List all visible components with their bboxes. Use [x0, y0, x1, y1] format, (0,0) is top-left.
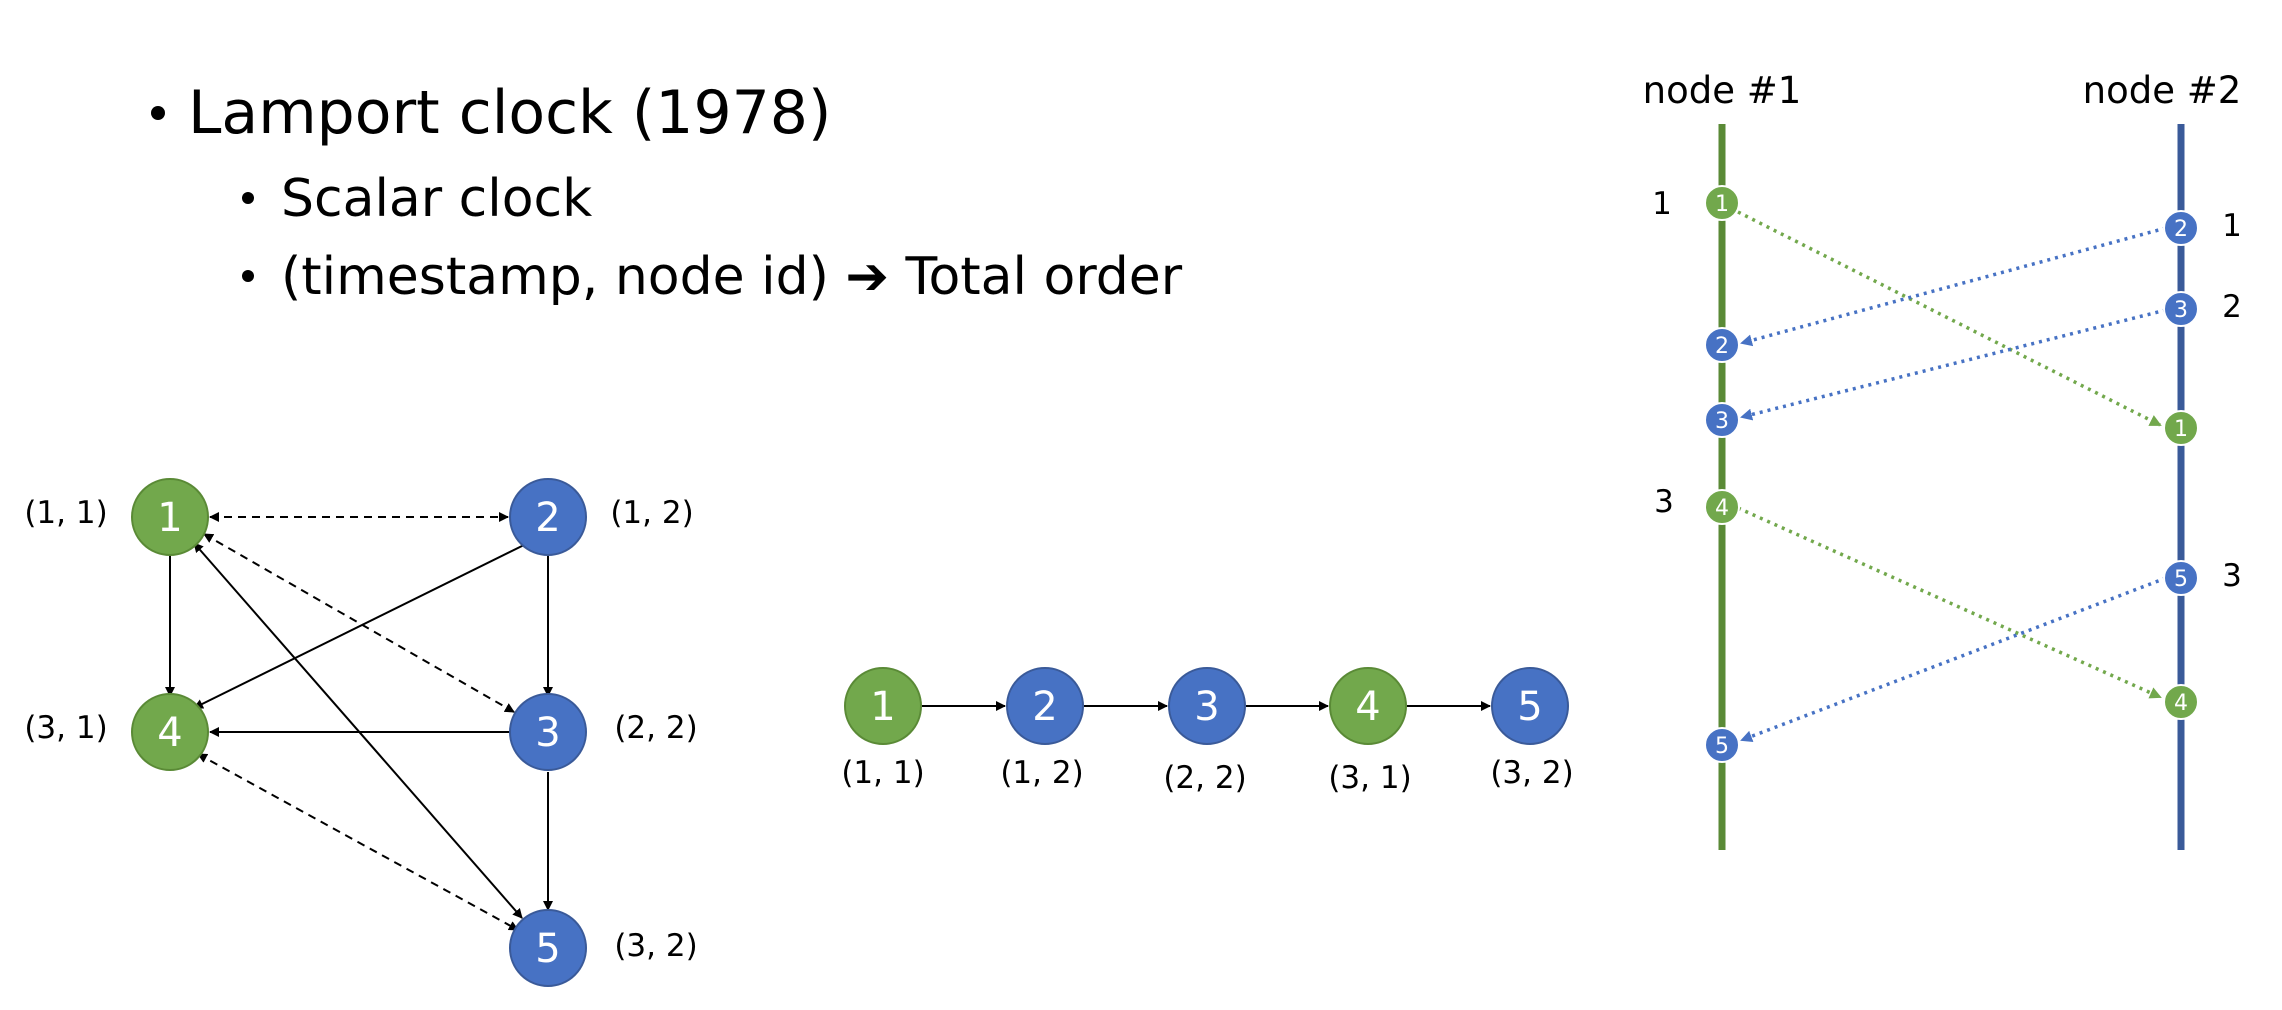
svg-text:2: 2: [2174, 217, 2188, 242]
svg-text:2: 2: [1032, 684, 1057, 730]
message-5-blue: [1740, 576, 2167, 743]
graph-node-1: 1: [131, 478, 209, 556]
svg-text:1: 1: [870, 684, 895, 730]
chain-node-2: 2: [1006, 667, 1084, 745]
chain-label-2: (1, 2): [1000, 755, 1083, 791]
graph-label-5: (3, 2): [614, 928, 697, 964]
svg-text:5: 5: [1715, 734, 1729, 759]
node1-header: node #1: [1643, 69, 1802, 112]
node2-clock-1: 1: [2222, 208, 2242, 244]
svg-text:2: 2: [535, 495, 560, 541]
node1-event-4: 4: [1704, 489, 1740, 525]
total-order-chain: 1 2 3 4 5 (1, 1) (1, 2) (2, 2) (3, 1) (3…: [841, 667, 1574, 796]
bullet-main: Lamport clock (1978): [188, 78, 831, 148]
bullet-dot-main: [151, 106, 165, 120]
message-3-blue: [1740, 308, 2167, 421]
node1-clock-3: 3: [1654, 484, 1674, 520]
message-1-green: [1737, 210, 2162, 427]
bullet-sub2-after: Total order: [905, 247, 1183, 307]
bullet-sub1: Scalar clock: [281, 169, 592, 229]
svg-text:5: 5: [1517, 684, 1542, 730]
chain-label-5: (3, 2): [1490, 755, 1573, 791]
edge-1-5: [193, 542, 523, 919]
causality-graph: 1 2 3 4 5 (1, 1) (1, 2) (2, 2) (3, 1) (3…: [24, 478, 698, 987]
svg-text:1: 1: [2174, 417, 2188, 442]
chain-node-1: 1: [844, 667, 922, 745]
chain-label-1: (1, 1): [841, 755, 924, 791]
chain-node-3: 3: [1168, 667, 1246, 745]
chain-label-3: (2, 2): [1163, 760, 1246, 796]
node2-event-3: 3: [2163, 291, 2199, 327]
node1-event-5: 5: [1704, 727, 1740, 763]
message-2-blue: [1740, 226, 2167, 347]
graph-label-1: (1, 1): [24, 495, 107, 531]
node1-event-1: 1: [1704, 185, 1740, 221]
node2-clock-3: 3: [2222, 558, 2242, 594]
svg-text:3: 3: [1715, 409, 1729, 434]
dashed-edge-1-3: [203, 533, 515, 713]
svg-text:4: 4: [2174, 691, 2188, 716]
right-arrow-icon: ➔: [845, 247, 889, 307]
bullet-sub2-before: (timestamp, node id): [281, 247, 829, 307]
node2-clock-2: 2: [2222, 289, 2242, 325]
node1-event-3: 3: [1704, 402, 1740, 438]
graph-node-3: 3: [509, 693, 587, 771]
svg-text:4: 4: [1715, 496, 1729, 521]
chain-node-4: 4: [1329, 667, 1407, 745]
svg-text:3: 3: [2174, 298, 2188, 323]
timeline-diagram: node #1 node #2 1 2 3 4 5: [1643, 69, 2242, 850]
graph-node-2: 2: [509, 478, 587, 556]
svg-text:3: 3: [1194, 684, 1219, 730]
graph-node-5: 5: [509, 909, 587, 987]
chain-label-4: (3, 1): [1328, 760, 1411, 796]
svg-text:5: 5: [535, 926, 560, 972]
svg-text:4: 4: [1355, 684, 1380, 730]
bullet-dot-sub2: [242, 270, 254, 282]
edge-2-4: [193, 544, 525, 709]
node2-event-2: 2: [2163, 210, 2199, 246]
node2-event-1: 1: [2163, 410, 2199, 446]
node2-event-4: 4: [2163, 684, 2199, 720]
chain-node-5: 5: [1491, 667, 1569, 745]
svg-text:1: 1: [157, 495, 182, 541]
graph-label-2: (1, 2): [610, 495, 693, 531]
bullet-sub2: (timestamp, node id) ➔ Total order: [281, 247, 1183, 307]
svg-text:2: 2: [1715, 334, 1729, 359]
bullet-dot-sub1: [242, 192, 254, 204]
graph-node-4: 4: [131, 693, 209, 771]
graph-label-4: (3, 1): [24, 710, 107, 746]
node1-event-2: 2: [1704, 327, 1740, 363]
svg-text:4: 4: [157, 710, 182, 756]
node2-header: node #2: [2083, 69, 2242, 112]
svg-text:1: 1: [1715, 192, 1729, 217]
svg-text:3: 3: [535, 710, 560, 756]
dashed-edge-4-5: [197, 753, 519, 931]
node1-clock-1: 1: [1652, 186, 1672, 222]
message-4-green: [1737, 506, 2162, 699]
graph-label-3: (2, 2): [614, 710, 697, 746]
svg-text:5: 5: [2174, 567, 2188, 592]
node2-event-5: 5: [2163, 560, 2199, 596]
